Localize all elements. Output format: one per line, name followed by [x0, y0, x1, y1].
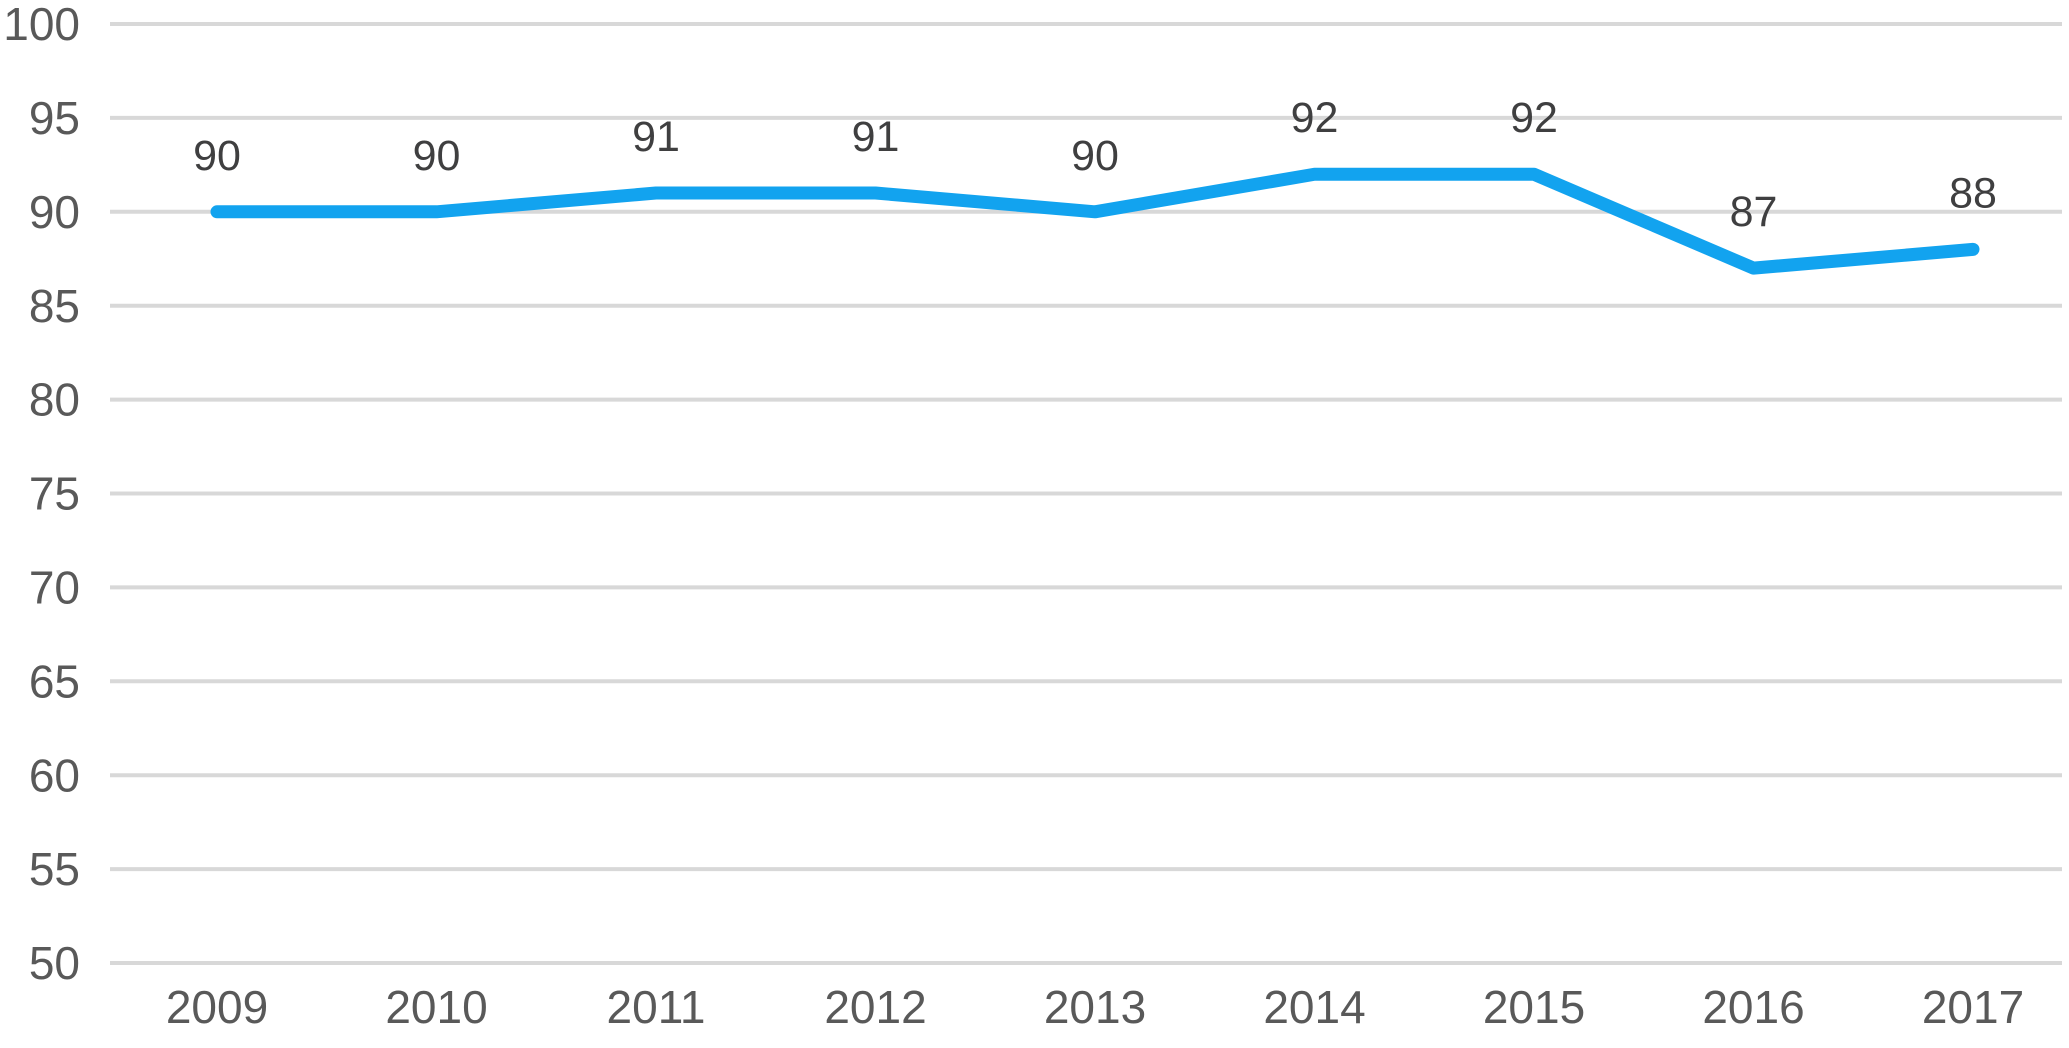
y-axis-tick-label: 50 [29, 937, 80, 989]
x-axis-tick-label: 2010 [385, 981, 487, 1033]
data-label: 91 [632, 113, 680, 161]
x-axis-tick-label: 2009 [166, 981, 268, 1033]
x-axis-tick-label: 2013 [1044, 981, 1146, 1033]
y-axis-tick-label: 75 [29, 468, 80, 520]
y-axis-tick-label: 100 [3, 0, 80, 50]
x-axis-tick-label: 2012 [824, 981, 926, 1033]
series-line [210, 167, 1980, 275]
data-label: 90 [193, 132, 241, 180]
y-axis-tick-label: 95 [29, 92, 80, 144]
y-axis-tick-label: 85 [29, 280, 80, 332]
y-axis-tick-label: 70 [29, 562, 80, 614]
y-axis-tick-label: 90 [29, 186, 80, 238]
y-axis-tick-label: 60 [29, 749, 80, 801]
x-axis-tick-label: 2016 [1702, 981, 1804, 1033]
y-axis-tick-label: 65 [29, 655, 80, 707]
y-axis-tick-label: 55 [29, 843, 80, 895]
data-label: 88 [1949, 169, 1997, 217]
x-axis-tick-label: 2014 [1263, 981, 1365, 1033]
x-axis-tick-label: 2011 [607, 981, 706, 1033]
data-label: 91 [852, 113, 900, 161]
data-label: 92 [1510, 94, 1558, 142]
data-label: 87 [1730, 188, 1778, 236]
data-label: 90 [413, 132, 461, 180]
y-axis-tick-label: 80 [29, 374, 80, 426]
x-axis-tick-label: 2017 [1922, 981, 2024, 1033]
x-axis-tick-label: 2015 [1483, 981, 1585, 1033]
data-label: 90 [1071, 132, 1119, 180]
data-label: 92 [1291, 94, 1339, 142]
